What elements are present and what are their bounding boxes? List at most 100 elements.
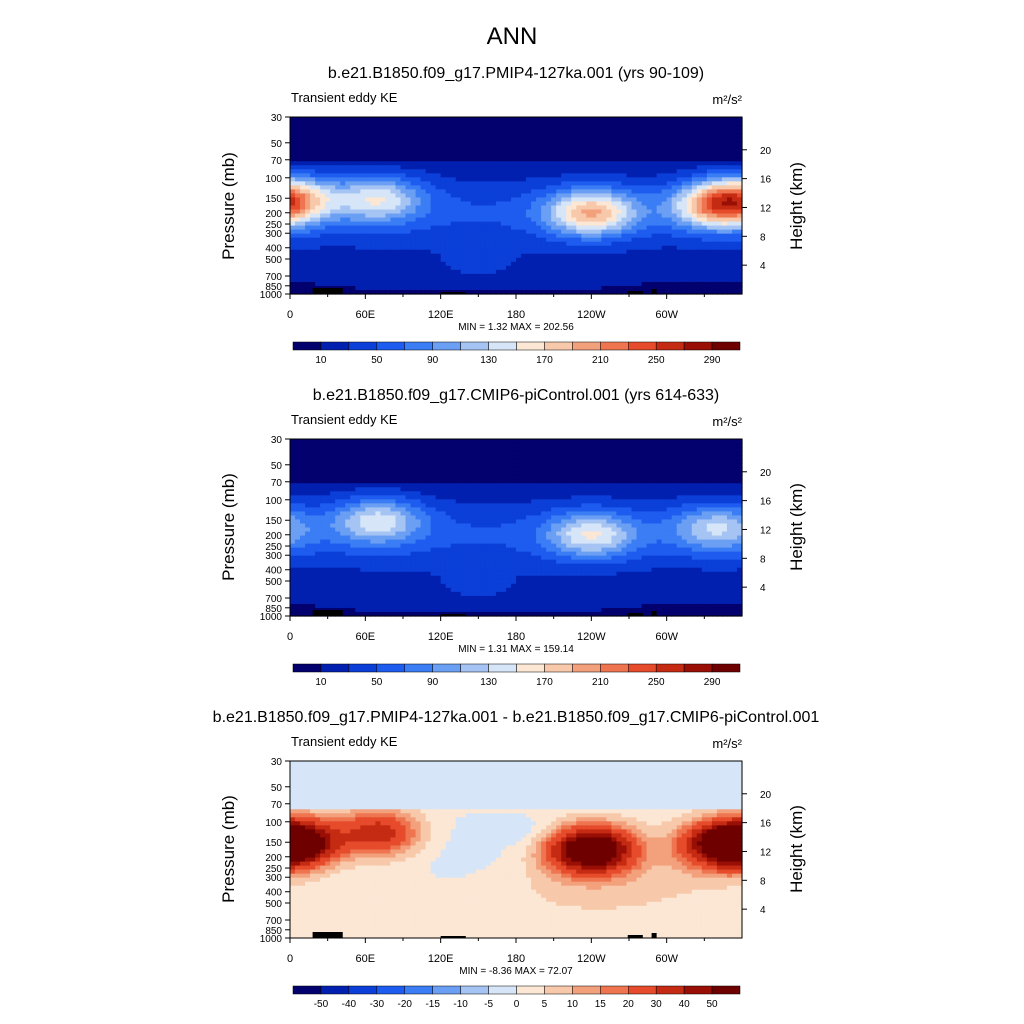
field-cell bbox=[400, 447, 407, 452]
field-cell bbox=[631, 181, 638, 186]
field-cell bbox=[390, 173, 397, 178]
field-cell bbox=[681, 277, 688, 283]
field-cell bbox=[736, 165, 743, 170]
field-cell bbox=[691, 237, 698, 243]
field-cell bbox=[300, 253, 306, 259]
field-cell bbox=[295, 285, 301, 291]
field-cell bbox=[315, 455, 321, 460]
field-cell bbox=[616, 285, 623, 291]
field-cell bbox=[370, 451, 376, 456]
field-cell bbox=[405, 273, 412, 279]
field-cell bbox=[465, 181, 472, 186]
field-cell bbox=[410, 467, 417, 472]
field-cell bbox=[581, 181, 587, 186]
field-cell bbox=[490, 273, 497, 279]
field-cell bbox=[475, 129, 482, 134]
field-cell bbox=[440, 285, 447, 291]
field-cell bbox=[586, 443, 592, 448]
field-cell bbox=[310, 209, 316, 215]
field-cell bbox=[390, 157, 397, 162]
field-cell bbox=[450, 185, 457, 191]
field-cell bbox=[320, 125, 326, 130]
field-cell bbox=[470, 165, 477, 170]
field-cell bbox=[601, 125, 607, 130]
field-cell bbox=[495, 125, 502, 130]
field-cell bbox=[505, 177, 512, 182]
field-cell bbox=[651, 475, 658, 480]
field-cell bbox=[541, 265, 547, 271]
topography bbox=[440, 292, 466, 294]
field-cell bbox=[586, 213, 592, 219]
field-cell bbox=[541, 217, 547, 223]
field-cell bbox=[510, 205, 517, 211]
field-cell bbox=[541, 213, 547, 219]
field-cell bbox=[551, 185, 557, 191]
field-cell bbox=[395, 281, 402, 287]
field-cell bbox=[300, 463, 306, 468]
field-cell bbox=[470, 229, 477, 235]
field-cell bbox=[661, 133, 668, 138]
field-cell bbox=[616, 209, 623, 215]
field-cell bbox=[495, 197, 502, 203]
field-cell bbox=[475, 265, 482, 271]
field-cell bbox=[345, 141, 351, 146]
field-cell bbox=[716, 201, 723, 207]
field-cell bbox=[646, 281, 653, 287]
field-cell bbox=[375, 201, 381, 207]
field-cell bbox=[671, 451, 678, 456]
field-cell bbox=[601, 281, 607, 287]
field-cell bbox=[736, 173, 743, 178]
field-cell bbox=[435, 189, 442, 195]
field-cell bbox=[556, 277, 562, 283]
field-cell bbox=[480, 281, 487, 287]
field-cell bbox=[355, 213, 361, 219]
field-cell bbox=[425, 121, 432, 126]
field-cell bbox=[395, 459, 402, 464]
field-cell bbox=[521, 289, 527, 295]
field-cell bbox=[320, 475, 326, 480]
field-cell bbox=[596, 261, 602, 267]
field-cell bbox=[405, 217, 412, 223]
field-cell bbox=[626, 277, 633, 283]
field-cell bbox=[626, 141, 633, 146]
field-cell bbox=[340, 157, 346, 162]
field-cell bbox=[455, 229, 462, 235]
field-cell bbox=[551, 229, 557, 235]
field-cell bbox=[360, 189, 366, 195]
field-cell bbox=[335, 281, 341, 287]
field-cell bbox=[475, 137, 482, 142]
field-cell bbox=[606, 237, 613, 243]
field-cell bbox=[390, 129, 397, 134]
field-cell bbox=[601, 241, 607, 247]
field-cell bbox=[651, 237, 658, 243]
field-cell bbox=[551, 169, 557, 174]
field-cell bbox=[435, 285, 442, 291]
field-cell bbox=[596, 149, 602, 154]
field-cell bbox=[596, 463, 602, 468]
y-tick-label: 200 bbox=[265, 209, 282, 220]
field-cell bbox=[656, 185, 663, 191]
field-cell bbox=[445, 149, 452, 154]
field-cell bbox=[470, 225, 477, 231]
field-cell bbox=[736, 169, 743, 174]
field-cell bbox=[430, 261, 437, 267]
field-cell bbox=[526, 197, 532, 203]
field-cell bbox=[365, 145, 371, 150]
field-cell bbox=[455, 455, 462, 460]
field-cell bbox=[470, 475, 477, 480]
field-cell bbox=[731, 157, 738, 162]
field-cell bbox=[581, 161, 587, 166]
field-cell bbox=[546, 225, 552, 231]
field-cell bbox=[295, 245, 301, 251]
field-cell bbox=[465, 241, 472, 247]
field-cell bbox=[315, 137, 321, 142]
field-cell bbox=[415, 229, 422, 235]
field-cell bbox=[691, 253, 698, 259]
field-cell bbox=[736, 189, 743, 195]
field-cell bbox=[415, 125, 422, 130]
field-cell bbox=[405, 201, 412, 207]
field-cell bbox=[350, 217, 356, 223]
field-cell bbox=[686, 237, 693, 243]
field-cell bbox=[310, 197, 316, 203]
